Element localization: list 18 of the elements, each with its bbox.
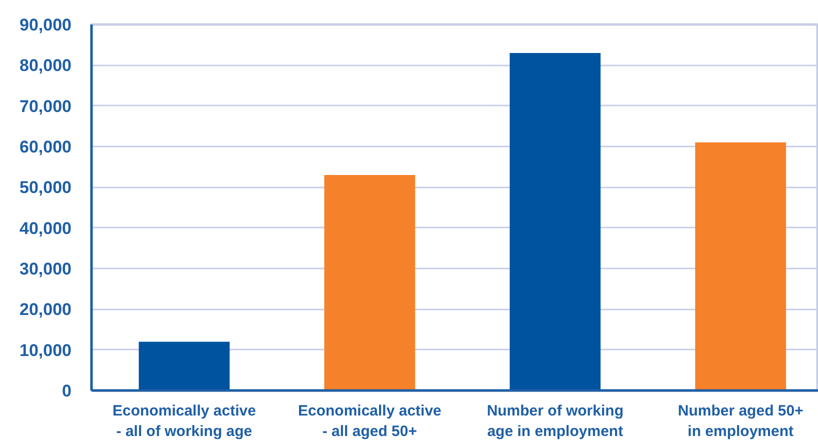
y-tick-label: 70,000 <box>20 96 72 116</box>
x-tick-label: Number aged 50+ in employment <box>678 402 804 440</box>
x-tick-label: Number of working age in employment <box>486 402 624 440</box>
y-tick-label: 0 <box>62 382 72 400</box>
bar <box>324 174 416 390</box>
bar <box>510 52 601 390</box>
y-tick-label: 60,000 <box>20 138 72 156</box>
y-tick-label: 30,000 <box>20 260 72 278</box>
y-tick-label: 90,000 <box>20 16 72 34</box>
y-tick-label: 80,000 <box>20 56 72 76</box>
y-tick-label: 50,000 <box>20 178 72 198</box>
y-tick-label: 10,000 <box>20 340 72 360</box>
bar <box>695 142 786 390</box>
y-tick-label: 40,000 <box>20 218 72 238</box>
bar <box>138 342 230 390</box>
x-tick-label: Economically active - all of working age <box>112 402 256 440</box>
x-tick-label: Economically active - all aged 50+ <box>298 402 442 440</box>
y-tick-label: 20,000 <box>20 300 72 320</box>
